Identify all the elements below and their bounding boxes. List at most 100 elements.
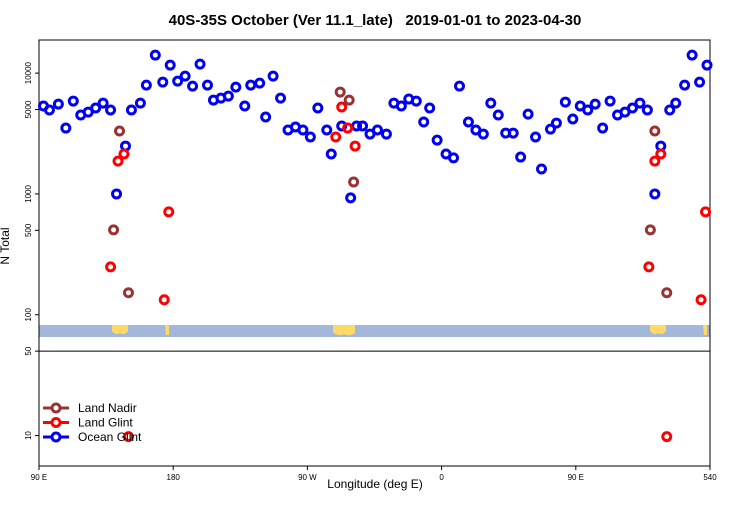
point bbox=[395, 100, 407, 112]
legend-marker bbox=[50, 417, 62, 428]
point bbox=[424, 102, 436, 114]
point bbox=[641, 104, 653, 116]
point bbox=[649, 125, 661, 137]
point bbox=[649, 155, 661, 167]
point bbox=[670, 97, 682, 109]
point bbox=[604, 95, 616, 107]
y-tick-label: 500 bbox=[24, 223, 33, 237]
y-axis-label: N Total bbox=[0, 227, 12, 264]
point bbox=[194, 58, 206, 70]
point bbox=[60, 122, 72, 134]
point bbox=[187, 80, 199, 92]
point bbox=[122, 287, 134, 299]
point bbox=[105, 261, 117, 273]
point bbox=[418, 116, 430, 128]
point bbox=[336, 101, 348, 113]
x-tick-label: 540 bbox=[703, 473, 717, 482]
land bbox=[165, 325, 169, 335]
point bbox=[477, 128, 489, 140]
point bbox=[125, 104, 137, 116]
x-tick-label: 90 E bbox=[568, 473, 584, 482]
point bbox=[582, 104, 594, 116]
point bbox=[349, 140, 361, 152]
point bbox=[462, 116, 474, 128]
point bbox=[254, 77, 266, 89]
point bbox=[380, 128, 392, 140]
point bbox=[597, 122, 609, 134]
point bbox=[134, 97, 146, 109]
point bbox=[701, 59, 713, 71]
point bbox=[179, 70, 191, 82]
point bbox=[52, 98, 64, 110]
point bbox=[105, 104, 117, 116]
point bbox=[140, 79, 152, 91]
map-strip bbox=[39, 325, 710, 337]
point bbox=[111, 188, 123, 200]
legend-label: Land Nadir bbox=[78, 401, 137, 415]
y-tick-label: 10 bbox=[24, 431, 33, 440]
point bbox=[626, 102, 638, 114]
legend-label: Land Glint bbox=[78, 416, 133, 430]
point bbox=[661, 431, 673, 443]
point bbox=[643, 261, 655, 273]
point bbox=[348, 176, 360, 188]
point bbox=[114, 125, 126, 137]
point bbox=[679, 79, 691, 91]
point bbox=[230, 81, 242, 93]
point bbox=[330, 131, 342, 143]
point bbox=[118, 148, 130, 160]
point bbox=[260, 111, 272, 123]
point bbox=[371, 124, 383, 136]
point bbox=[149, 49, 161, 61]
point bbox=[345, 192, 357, 204]
point bbox=[304, 131, 316, 143]
legend-marker bbox=[50, 402, 62, 414]
point bbox=[343, 94, 355, 106]
point bbox=[122, 431, 134, 443]
point bbox=[661, 287, 673, 299]
land bbox=[333, 325, 355, 336]
point bbox=[530, 131, 542, 143]
point bbox=[655, 148, 667, 160]
point bbox=[644, 224, 656, 236]
x-axis-label: Longitude (deg E) bbox=[327, 477, 422, 491]
point bbox=[695, 294, 707, 306]
point bbox=[321, 124, 333, 136]
point bbox=[43, 104, 55, 116]
point bbox=[275, 92, 287, 104]
point bbox=[172, 75, 184, 87]
point bbox=[325, 148, 337, 160]
point bbox=[201, 79, 213, 91]
y-tick-label: 100 bbox=[24, 308, 33, 322]
point bbox=[222, 90, 234, 102]
point bbox=[90, 102, 102, 114]
point bbox=[239, 100, 251, 112]
point bbox=[522, 108, 534, 120]
ocean-band bbox=[39, 325, 710, 337]
plot-frame bbox=[38, 39, 711, 467]
point bbox=[164, 59, 176, 71]
point bbox=[410, 95, 422, 107]
point bbox=[431, 134, 443, 146]
land bbox=[703, 325, 707, 335]
x-tick-label: 90 E bbox=[31, 473, 47, 482]
point bbox=[342, 122, 354, 134]
y-tick-label: 5000 bbox=[24, 100, 33, 118]
x-tick-label: 180 bbox=[167, 473, 181, 482]
point bbox=[515, 151, 527, 163]
x-tick-label: 90 W bbox=[298, 473, 317, 482]
point bbox=[507, 127, 519, 139]
point bbox=[544, 123, 556, 135]
point bbox=[485, 97, 497, 109]
point bbox=[589, 98, 601, 110]
point bbox=[567, 113, 579, 125]
point bbox=[108, 224, 120, 236]
point bbox=[158, 294, 170, 306]
legend-marker bbox=[50, 431, 62, 443]
y-tick-label: 1000 bbox=[24, 184, 33, 202]
point bbox=[334, 86, 346, 98]
point bbox=[686, 49, 698, 61]
point bbox=[312, 102, 324, 114]
point bbox=[357, 120, 369, 132]
